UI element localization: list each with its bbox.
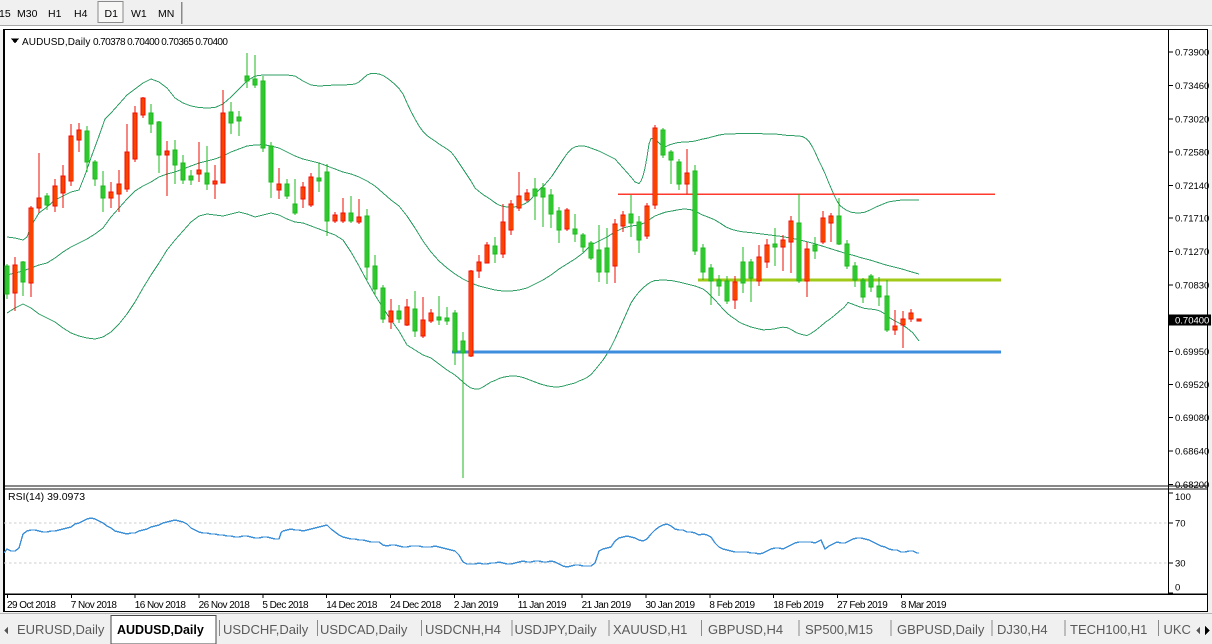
svg-text:H1: H1 [48,8,62,20]
svg-text:TECH100,H1: TECH100,H1 [1070,622,1147,637]
svg-text:0.68640: 0.68640 [1175,447,1209,458]
svg-text:0.70830: 0.70830 [1175,281,1209,292]
svg-text:29 Oct 2018: 29 Oct 2018 [7,600,56,611]
svg-text:XAUUSD,H1: XAUUSD,H1 [613,622,687,637]
svg-text:GBPUSD,H4: GBPUSD,H4 [708,622,783,637]
svg-text:USDCNH,H4: USDCNH,H4 [425,622,501,637]
svg-text:24 Dec 2018: 24 Dec 2018 [390,600,442,611]
svg-text:AUDUSD,Daily: AUDUSD,Daily [117,623,204,637]
svg-text:W1: W1 [131,8,147,20]
svg-text:RSI(14) 39.0973: RSI(14) 39.0973 [8,491,85,503]
svg-text:0.71270: 0.71270 [1175,247,1209,258]
svg-text:GBPUSD,Daily: GBPUSD,Daily [897,622,985,637]
svg-text:18 Feb 2019: 18 Feb 2019 [773,600,824,611]
svg-text:0.71710: 0.71710 [1175,214,1209,225]
svg-text:USDCAD,Daily: USDCAD,Daily [320,622,408,637]
svg-text:26 Nov 2018: 26 Nov 2018 [199,600,251,611]
svg-text:D1: D1 [105,8,119,20]
svg-text:7 Nov 2018: 7 Nov 2018 [71,600,118,611]
svg-text:SP500,M15: SP500,M15 [805,622,873,637]
svg-text:0.72580: 0.72580 [1175,148,1209,159]
svg-text:AUDUSD,Daily: AUDUSD,Daily [22,37,90,48]
svg-text:EURUSD,Daily: EURUSD,Daily [17,622,105,637]
svg-text:30 Jan 2019: 30 Jan 2019 [646,600,696,611]
svg-text:0: 0 [1175,583,1180,594]
svg-text:UKC: UKC [1164,622,1191,637]
svg-text:15: 15 [0,8,11,20]
svg-text:DJ30,H4: DJ30,H4 [997,622,1048,637]
svg-text:100: 100 [1175,492,1191,503]
svg-text:11 Jan 2019: 11 Jan 2019 [518,600,567,611]
svg-text:0.73900: 0.73900 [1175,48,1209,59]
svg-text:70: 70 [1175,519,1186,530]
svg-text:0.70400: 0.70400 [1175,316,1209,327]
svg-text:0.68200: 0.68200 [1175,480,1209,491]
svg-text:14 Dec 2018: 14 Dec 2018 [326,600,378,611]
svg-text:8 Feb 2019: 8 Feb 2019 [709,600,755,611]
svg-text:0.70378 0.70400 0.70365 0.7040: 0.70378 0.70400 0.70365 0.70400 [93,37,228,48]
svg-text:M30: M30 [17,8,38,20]
svg-text:27 Feb 2019: 27 Feb 2019 [837,600,888,611]
svg-text:0.73460: 0.73460 [1175,81,1209,92]
svg-text:16 Nov 2018: 16 Nov 2018 [135,600,187,611]
svg-text:8 Mar 2019: 8 Mar 2019 [901,600,947,611]
svg-text:MN: MN [158,8,174,20]
svg-text:0.69950: 0.69950 [1175,347,1209,358]
svg-text:USDJPY,Daily: USDJPY,Daily [515,622,598,637]
svg-text:0.69080: 0.69080 [1175,413,1209,424]
svg-text:30: 30 [1175,559,1186,570]
svg-text:H4: H4 [74,8,88,20]
svg-text:0.72140: 0.72140 [1175,181,1209,192]
svg-text:2 Jan 2019: 2 Jan 2019 [454,600,499,611]
svg-text:0.69520: 0.69520 [1175,380,1209,391]
svg-text:5 Dec 2018: 5 Dec 2018 [262,600,309,611]
svg-text:0.73020: 0.73020 [1175,114,1209,125]
svg-text:21 Jan 2019: 21 Jan 2019 [582,600,632,611]
svg-text:USDCHF,Daily: USDCHF,Daily [223,622,309,637]
